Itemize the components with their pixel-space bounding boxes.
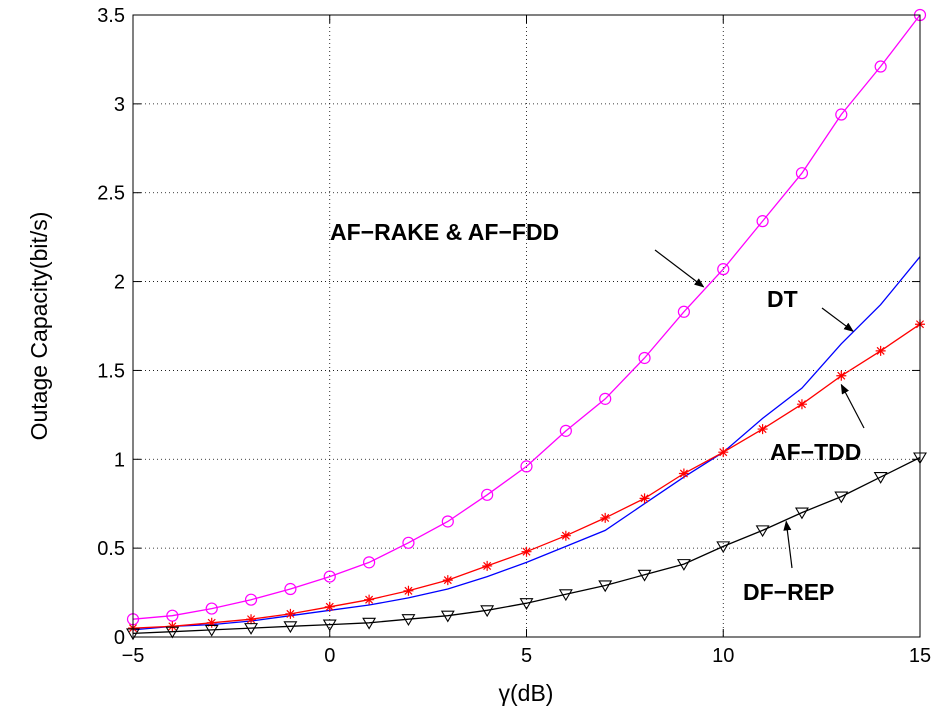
data-point-circle <box>520 460 533 473</box>
data-point-asterisk <box>600 512 611 523</box>
data-point-asterisk <box>482 560 493 571</box>
data-point-triangle <box>519 598 534 611</box>
y-tick-label: 0 <box>114 627 125 649</box>
annotation-af-rake-fdd: AF−RAKE & AF−FDD <box>330 219 559 245</box>
data-point-asterisk <box>167 621 178 632</box>
data-point-circle <box>795 167 809 180</box>
annotation-af-tdd: AF−TDD <box>770 439 861 465</box>
data-point-triangle <box>440 610 455 623</box>
data-point-triangle <box>283 621 298 634</box>
y-tick-label: 2 <box>114 272 125 294</box>
data-point-circle <box>756 215 769 228</box>
data-point-circle <box>835 108 848 121</box>
data-point-triangle <box>637 569 652 582</box>
x-tick-label: 0 <box>324 645 335 667</box>
data-point-circle <box>205 602 218 615</box>
data-point-circle <box>323 570 336 583</box>
data-point-asterisk <box>718 447 729 458</box>
data-point-asterisk <box>246 614 257 625</box>
data-point-triangle <box>401 614 416 627</box>
data-point-asterisk <box>442 575 453 586</box>
data-point-asterisk <box>560 530 571 541</box>
data-point-asterisk <box>324 601 335 612</box>
data-point-circle <box>244 593 258 606</box>
data-point-triangle <box>362 617 377 630</box>
data-point-triangle <box>834 491 849 504</box>
data-point-asterisk <box>796 399 807 410</box>
data-point-asterisk <box>875 345 886 356</box>
data-point-circle <box>402 536 415 549</box>
series-line-df-rep <box>132 456 921 635</box>
x-tick-label: 5 <box>521 645 532 667</box>
data-point-asterisk <box>364 594 375 605</box>
series-dt <box>132 256 921 631</box>
series-line-dt <box>132 256 921 631</box>
data-point-triangle <box>676 559 691 571</box>
x-axis-label: γ(dB) <box>499 680 554 706</box>
x-tick-label: 15 <box>909 645 931 667</box>
y-tick-label: 3 <box>114 94 125 116</box>
annotation-arrow-af-tdd <box>840 383 865 429</box>
y-tick-label: 0.5 <box>97 538 125 560</box>
data-point-circle <box>874 60 887 73</box>
data-point-circle <box>166 609 179 622</box>
data-point-triangle <box>716 541 731 554</box>
annotation-dt: DT <box>767 286 798 312</box>
annotation-arrow-df-rep <box>783 520 793 569</box>
data-point-asterisk <box>403 585 414 596</box>
annotation-arrow-dt <box>821 307 854 332</box>
y-axis-label: Outage Capacity(bit/s) <box>26 212 52 441</box>
data-point-asterisk <box>639 493 650 504</box>
data-point-triangle <box>204 624 219 637</box>
data-point-circle <box>284 582 297 596</box>
data-point-circle <box>559 424 572 437</box>
series-line-af-rake-af-fdd <box>132 14 921 620</box>
data-point-asterisk <box>206 617 217 628</box>
data-point-triangle <box>598 580 613 593</box>
data-point-triangle <box>322 619 337 632</box>
y-tick-label: 2.5 <box>97 183 125 205</box>
data-point-triangle <box>244 623 259 635</box>
data-point-asterisk <box>757 424 768 435</box>
data-point-asterisk <box>678 468 689 479</box>
data-point-asterisk <box>836 370 847 381</box>
data-point-asterisk <box>285 608 296 619</box>
data-point-triangle <box>755 525 770 538</box>
data-point-circle <box>677 305 691 318</box>
x-tick-label: 10 <box>712 645 734 667</box>
data-point-triangle <box>794 507 809 520</box>
y-tick-label: 3.5 <box>97 5 125 27</box>
annotations: AF−RAKE & AF−FDD DT AF−TDD DF−REP <box>330 219 865 605</box>
series-af-tdd <box>128 319 925 634</box>
data-point-circle <box>441 515 454 528</box>
annotation-arrow-af-rake-af-fdd <box>654 249 705 288</box>
data-point-circle <box>481 488 494 501</box>
series-layer <box>126 8 927 641</box>
data-point-circle <box>599 392 612 405</box>
series-df-rep <box>126 452 927 641</box>
annotation-df-rep: DF−REP <box>743 579 834 605</box>
data-point-circle <box>717 263 730 276</box>
data-point-triangle <box>480 605 495 618</box>
data-point-circle <box>638 351 651 365</box>
data-point-triangle <box>558 589 573 602</box>
data-point-triangle <box>873 472 888 484</box>
y-tick-label: 1.5 <box>97 360 125 382</box>
y-tick-label: 1 <box>114 449 125 471</box>
data-point-circle <box>363 556 376 569</box>
x-tick-label: −5 <box>122 645 145 667</box>
data-point-asterisk <box>521 546 532 557</box>
plot-background <box>133 15 920 637</box>
data-point-triangle <box>165 626 180 639</box>
